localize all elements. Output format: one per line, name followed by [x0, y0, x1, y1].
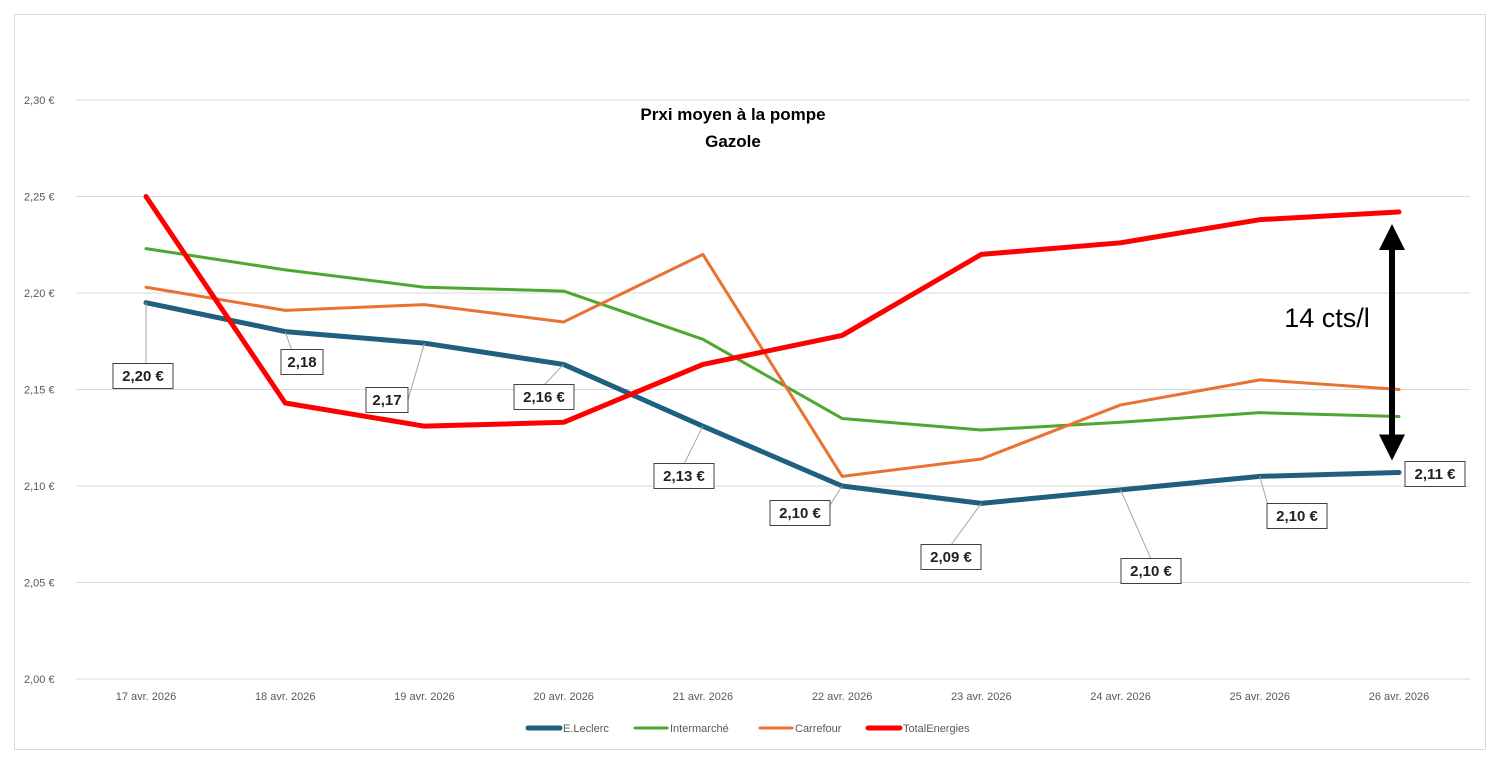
arrow-head-down-icon: [1379, 434, 1405, 461]
y-tick-label: 2,25 €: [24, 192, 55, 204]
data-label-box: [112, 363, 174, 389]
arrow-head-up-icon: [1379, 223, 1405, 250]
chart-frame: [14, 14, 1486, 750]
x-tick-label: 25 avr. 2026: [1229, 691, 1290, 703]
data-label-box: [365, 387, 409, 413]
y-tick-label: 2,15 €: [24, 385, 55, 397]
y-tick-label: 2,05 €: [24, 578, 55, 590]
data-label: 2,10 €: [779, 505, 821, 522]
series-line-eleclerc: [143, 300, 1402, 506]
leader-line: [543, 364, 565, 386]
data-label: 2,13 €: [663, 468, 705, 485]
leader-line: [1120, 489, 1152, 560]
leader-line: [284, 331, 293, 352]
data-label: 2,20 €: [122, 368, 164, 385]
leader-line: [950, 503, 982, 546]
data-label: 2,11 €: [1415, 466, 1457, 483]
data-label-box: [769, 500, 831, 526]
x-tick-label: 23 avr. 2026: [951, 691, 1012, 703]
data-label: 2,09 €: [930, 549, 972, 566]
x-tick-label: 19 avr. 2026: [394, 691, 455, 703]
data-label-box: [1266, 503, 1328, 529]
data-label: 2,16 €: [523, 389, 565, 406]
data-label: 2,17: [372, 392, 401, 409]
chart-title: Gazole: [705, 132, 761, 151]
data-label-box: [513, 384, 575, 410]
legend-entry: Carrefour: [795, 723, 842, 735]
y-tick-label: 2,00 €: [24, 674, 55, 686]
x-tick-label: 20 avr. 2026: [533, 691, 594, 703]
leader-line: [407, 343, 425, 401]
legend-entry: TotalEnergies: [903, 723, 970, 735]
x-tick-label: 22 avr. 2026: [812, 691, 873, 703]
y-tick-label: 2,10 €: [24, 481, 55, 493]
spread-annotation: 14 cts/l: [1284, 303, 1370, 333]
series-line-intermarch: [144, 247, 1401, 432]
series-line-totalenergies: [143, 194, 1402, 429]
legend-entry: Intermarché: [670, 723, 729, 735]
data-label: 2,18: [287, 354, 316, 371]
x-tick-label: 18 avr. 2026: [255, 691, 316, 703]
chart-title: Prxi moyen à la pompe: [640, 105, 825, 124]
x-tick-label: 21 avr. 2026: [673, 691, 734, 703]
x-tick-label: 26 avr. 2026: [1369, 691, 1430, 703]
legend-entry: E.Leclerc: [563, 723, 609, 735]
x-tick-label: 24 avr. 2026: [1090, 691, 1151, 703]
data-label: 2,10 €: [1130, 563, 1172, 580]
data-label-box: [920, 544, 982, 570]
y-tick-label: 2,20 €: [24, 288, 55, 300]
data-label-box: [280, 349, 324, 375]
data-label: 2,10 €: [1276, 508, 1318, 525]
data-label-box: [653, 463, 715, 489]
data-label-box: [1120, 558, 1182, 584]
x-tick-label: 17 avr. 2026: [116, 691, 177, 703]
series-line-carrefour: [144, 252, 1401, 478]
data-label-box: [1404, 461, 1466, 487]
y-tick-label: 2,30 €: [24, 95, 55, 107]
leader-line: [683, 425, 704, 465]
